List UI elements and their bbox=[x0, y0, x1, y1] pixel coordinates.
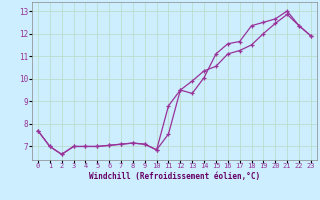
X-axis label: Windchill (Refroidissement éolien,°C): Windchill (Refroidissement éolien,°C) bbox=[89, 172, 260, 181]
